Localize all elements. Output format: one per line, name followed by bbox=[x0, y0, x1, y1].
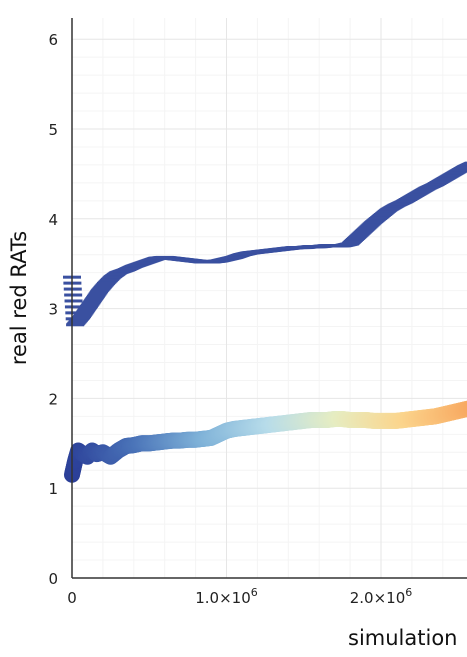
data-point bbox=[63, 287, 82, 291]
y-tick-label: 5 bbox=[48, 121, 58, 139]
data-point bbox=[65, 311, 84, 315]
y-tick-label: 0 bbox=[48, 570, 58, 588]
data-point bbox=[64, 293, 83, 297]
series-1 bbox=[63, 161, 467, 327]
data-point bbox=[64, 299, 83, 303]
x-tick-label: 0 bbox=[67, 589, 77, 607]
x-tick-exponent: 6 bbox=[251, 586, 258, 599]
series-2 bbox=[64, 400, 467, 483]
x-tick-label: 1.0×106 bbox=[195, 586, 258, 607]
y-axis-ticks: 0 1 2 3 4 5 6 bbox=[48, 31, 58, 588]
minor-gridlines bbox=[72, 18, 467, 578]
y-tick-label: 2 bbox=[48, 390, 58, 408]
y-tick-label: 3 bbox=[48, 301, 58, 319]
x-tick-exponent: 6 bbox=[405, 586, 412, 599]
data-point bbox=[464, 161, 467, 165]
x-axis-title: simulation bbox=[348, 626, 457, 650]
y-tick-label: 6 bbox=[48, 31, 58, 49]
y-tick-label: 1 bbox=[48, 480, 58, 498]
series-layer bbox=[63, 161, 467, 483]
x-axis-ticks: 0 1.0×106 2.0×106 bbox=[67, 586, 412, 607]
data-point bbox=[64, 305, 83, 309]
y-tick-label: 4 bbox=[48, 211, 58, 229]
y-axis-title: real red RATs bbox=[7, 231, 31, 365]
major-gridlines bbox=[71, 18, 467, 579]
x-tick-label: 2.0×106 bbox=[350, 586, 413, 607]
